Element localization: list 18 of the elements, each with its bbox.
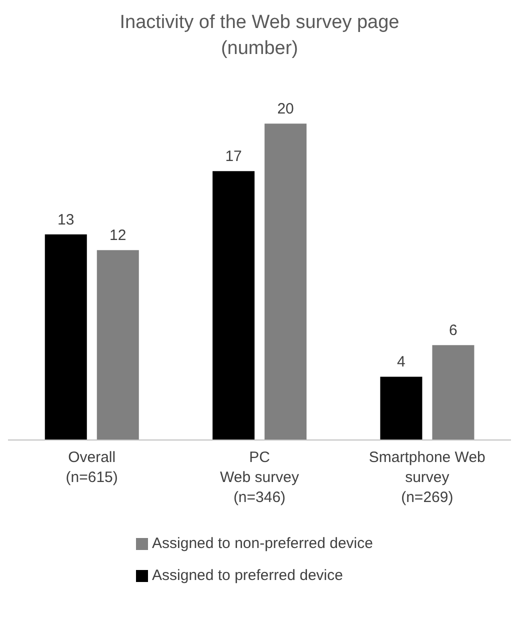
bar xyxy=(212,171,255,440)
data-label: 6 xyxy=(449,322,458,340)
legend-label: Assigned to preferred device xyxy=(152,567,343,584)
x-tick-label: Smartphone Web survey (n=269) xyxy=(368,449,486,506)
x-tick-label: PC Web survey (n=346) xyxy=(220,449,300,506)
bar xyxy=(432,345,474,440)
bar xyxy=(264,124,307,440)
data-label: 4 xyxy=(397,354,406,371)
legend-label: Assigned to non-preferred device xyxy=(152,535,373,552)
chart-title: Inactivity of the Web survey page (number) xyxy=(118,11,400,61)
data-label: 20 xyxy=(277,100,294,118)
bar xyxy=(96,250,139,440)
data-label: 12 xyxy=(110,227,126,244)
data-label: 17 xyxy=(225,148,242,166)
data-label: 13 xyxy=(58,211,74,228)
x-tick-label: Overall (n=615) xyxy=(66,449,118,486)
bar xyxy=(380,376,422,440)
bar xyxy=(44,234,87,440)
